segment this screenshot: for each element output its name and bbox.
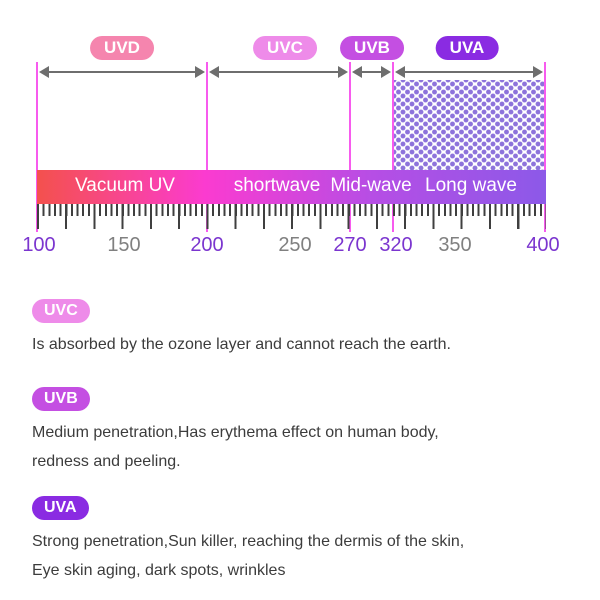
description-text-uvc-line1: Is absorbed by the ozone layer and canno… [32, 336, 451, 353]
uva-dot-pattern-region [394, 80, 544, 170]
bar-segment-label-mid-wave: Mid-wave [330, 175, 412, 196]
bar-segment-label-shortwave: shortwave [233, 175, 321, 196]
scale-label-270: 270 [333, 234, 367, 256]
band-badge-uvd: UVD [90, 36, 154, 60]
scale-label-350: 350 [438, 234, 472, 256]
arrowhead-left-icon [395, 66, 405, 78]
description-text-uva-line2: Eye skin aging, dark spots, wrinkles [32, 562, 286, 579]
range-arrow-uvd [39, 66, 205, 78]
boundary-line-400 [544, 62, 546, 232]
boundary-line-270 [349, 62, 351, 232]
description-text-uva-line1: Strong penetration,Sun killer, reaching … [32, 533, 465, 550]
wavelength-ruler [37, 204, 546, 232]
arrowhead-left-icon [39, 66, 49, 78]
boundary-line-200 [206, 62, 208, 232]
scale-label-250: 250 [278, 234, 312, 256]
arrowhead-right-icon [195, 66, 205, 78]
arrowhead-right-icon [381, 66, 391, 78]
description-badge-uvb: UVB [32, 387, 90, 411]
scale-label-320: 320 [379, 234, 413, 256]
range-arrow-uvc [209, 66, 348, 78]
arrowhead-left-icon [209, 66, 219, 78]
scale-label-200: 200 [190, 234, 224, 256]
arrowhead-right-icon [533, 66, 543, 78]
description-text-uvb-line1: Medium penetration,Has erythema effect o… [32, 424, 439, 441]
arrow-shaft [402, 71, 536, 73]
arrowhead-right-icon [338, 66, 348, 78]
scale-label-400: 400 [526, 234, 560, 256]
description-text-uvb-line2: redness and peeling. [32, 453, 181, 470]
description-block-uvc: UVC Is absorbed by the ozone layer and c… [32, 299, 580, 359]
band-badge-uvb: UVB [340, 36, 404, 60]
band-badge-uvc: UVC [253, 36, 317, 60]
arrow-shaft [216, 71, 341, 73]
bar-segment-label-long-wave: Long wave [425, 175, 517, 196]
boundary-line-320 [392, 62, 394, 232]
description-badge-uva: UVA [32, 496, 89, 520]
scale-label-100: 100 [22, 234, 56, 256]
scale-label-150: 150 [107, 234, 141, 256]
band-badge-uva: UVA [435, 36, 499, 60]
description-block-uvb: UVB Medium penetration,Has erythema effe… [32, 387, 580, 476]
arrowhead-left-icon [352, 66, 362, 78]
description-block-uva: UVA Strong penetration,Sun killer, reach… [32, 496, 580, 585]
arrow-shaft [359, 71, 384, 73]
arrow-shaft [46, 71, 198, 73]
spectrum-gradient-bar [37, 170, 546, 204]
boundary-line-100 [36, 62, 38, 232]
range-arrow-uvb [352, 66, 391, 78]
bar-segment-label-vacuum-uv: Vacuum UV [75, 175, 175, 196]
range-arrow-uva [395, 66, 543, 78]
description-badge-uvc: UVC [32, 299, 90, 323]
